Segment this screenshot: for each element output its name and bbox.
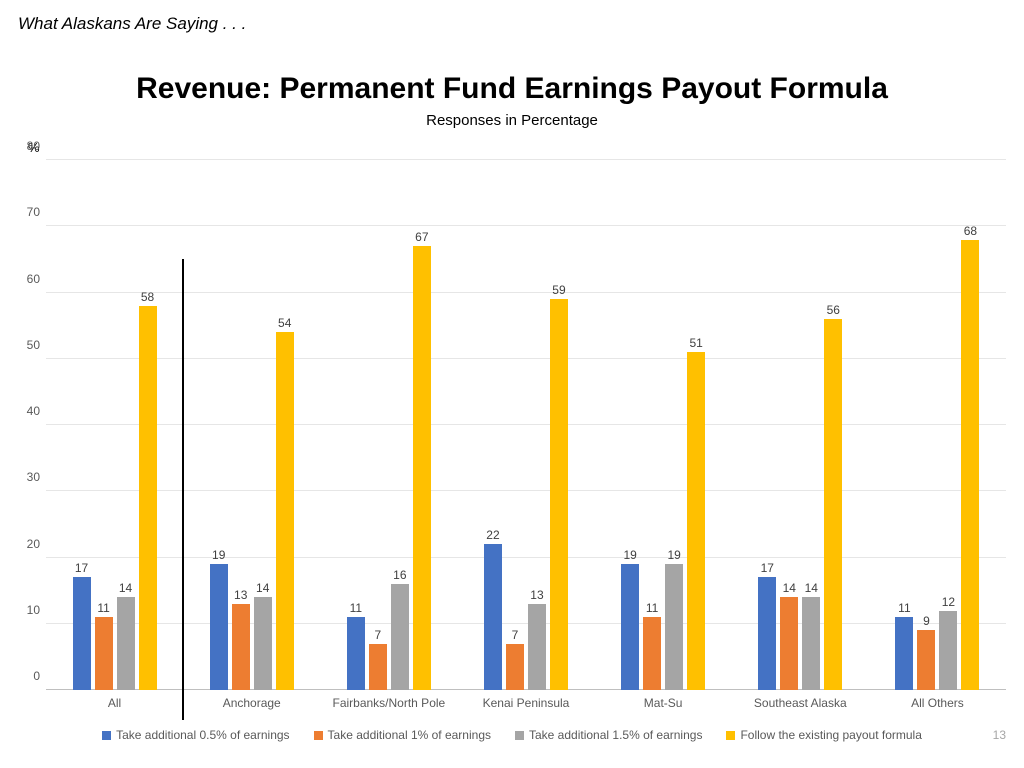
y-tick-label: 10	[27, 603, 40, 617]
chart-legend: Take additional 0.5% of earnings Take add…	[0, 728, 1024, 742]
bar-group: 19111951Mat-Su	[595, 160, 732, 690]
bar-value-label: 56	[827, 303, 840, 317]
bar: 13	[232, 604, 250, 690]
bar: 12	[939, 611, 957, 691]
bar: 51	[687, 352, 705, 690]
bar: 19	[210, 564, 228, 690]
y-tick-label: 50	[27, 338, 40, 352]
bar-value-label: 14	[783, 581, 796, 595]
legend-label: Take additional 1.5% of earnings	[529, 728, 702, 742]
bar: 14	[802, 597, 820, 690]
bar-value-label: 14	[119, 581, 132, 595]
bar-value-label: 17	[75, 561, 88, 575]
bar: 14	[117, 597, 135, 690]
bar-value-label: 17	[761, 561, 774, 575]
bar: 67	[413, 246, 431, 690]
top-caption: What Alaskans Are Saying . . .	[18, 14, 246, 34]
category-label: Kenai Peninsula	[457, 696, 594, 710]
bar: 11	[347, 617, 365, 690]
legend-item: Take additional 0.5% of earnings	[102, 728, 289, 742]
legend-label: Follow the existing payout formula	[740, 728, 921, 742]
bar: 19	[621, 564, 639, 690]
bar-value-label: 7	[512, 628, 519, 642]
bar: 7	[506, 644, 524, 690]
category-label: Anchorage	[183, 696, 320, 710]
bar-value-label: 7	[375, 628, 382, 642]
y-tick-label: 40	[27, 404, 40, 418]
bar-value-label: 14	[256, 581, 269, 595]
bar-value-label: 67	[415, 230, 428, 244]
category-label: All	[46, 696, 183, 710]
bar-value-label: 68	[964, 224, 977, 238]
bar-value-label: 13	[234, 588, 247, 602]
bar: 14	[780, 597, 798, 690]
page-number: 13	[993, 728, 1006, 742]
bar: 56	[824, 319, 842, 690]
bar-value-label: 9	[923, 614, 930, 628]
bar: 9	[917, 630, 935, 690]
y-tick-label: 20	[27, 537, 40, 551]
category-label: Fairbanks/North Pole	[320, 696, 457, 710]
category-label: Mat-Su	[595, 696, 732, 710]
bar: 17	[73, 577, 91, 690]
category-separator	[182, 259, 184, 720]
y-tick-label: 0	[33, 669, 40, 683]
bar-value-label: 54	[278, 316, 291, 330]
bar-value-label: 11	[898, 601, 910, 615]
bar-value-label: 22	[486, 528, 499, 542]
category-label: Southeast Alaska	[732, 696, 869, 710]
legend-swatch	[314, 731, 323, 740]
legend-item: Take additional 1.5% of earnings	[515, 728, 702, 742]
y-tick-label: 30	[27, 470, 40, 484]
category-label: All Others	[869, 696, 1006, 710]
bar-value-label: 19	[212, 548, 225, 562]
bar: 7	[369, 644, 387, 690]
bar-group: 17111458All	[46, 160, 183, 690]
bar-group: 1191268All Others	[869, 160, 1006, 690]
legend-swatch	[515, 731, 524, 740]
bar-value-label: 19	[667, 548, 680, 562]
bar-group: 1171667Fairbanks/North Pole	[320, 160, 457, 690]
chart-title: Revenue: Permanent Fund Earnings Payout …	[0, 72, 1024, 106]
legend-item: Follow the existing payout formula	[726, 728, 921, 742]
bar: 11	[643, 617, 661, 690]
bar: 58	[139, 306, 157, 690]
bar: 16	[391, 584, 409, 690]
bar: 11	[95, 617, 113, 690]
bar-value-label: 59	[552, 283, 565, 297]
bar-value-label: 14	[805, 581, 818, 595]
y-tick-label: 60	[27, 272, 40, 286]
bar: 13	[528, 604, 546, 690]
bar-value-label: 58	[141, 290, 154, 304]
bar-value-label: 12	[942, 595, 955, 609]
chart-plot-area: 0102030405060708017111458All19131454Anch…	[46, 160, 1006, 690]
bar-group: 19131454Anchorage	[183, 160, 320, 690]
y-tick-label: 80	[27, 139, 40, 153]
legend-swatch	[726, 731, 735, 740]
bar-value-label: 19	[623, 548, 636, 562]
bar: 11	[895, 617, 913, 690]
bar: 17	[758, 577, 776, 690]
legend-swatch	[102, 731, 111, 740]
legend-item: Take additional 1% of earnings	[314, 728, 491, 742]
legend-label: Take additional 1% of earnings	[328, 728, 491, 742]
legend-label: Take additional 0.5% of earnings	[116, 728, 289, 742]
bar-value-label: 11	[350, 601, 362, 615]
bar-group: 17141456Southeast Alaska	[732, 160, 869, 690]
bar: 14	[254, 597, 272, 690]
bar-value-label: 51	[689, 336, 702, 350]
bar: 22	[484, 544, 502, 690]
bar-group: 2271359Kenai Peninsula	[457, 160, 594, 690]
bar-value-label: 16	[393, 568, 406, 582]
bar-value-label: 11	[97, 601, 109, 615]
bar: 59	[550, 299, 568, 690]
bar-value-label: 11	[646, 601, 658, 615]
chart-subtitle: Responses in Percentage	[0, 112, 1024, 129]
y-tick-label: 70	[27, 205, 40, 219]
bar-value-label: 13	[530, 588, 543, 602]
bar: 54	[276, 332, 294, 690]
bar: 19	[665, 564, 683, 690]
bar: 68	[961, 240, 979, 691]
